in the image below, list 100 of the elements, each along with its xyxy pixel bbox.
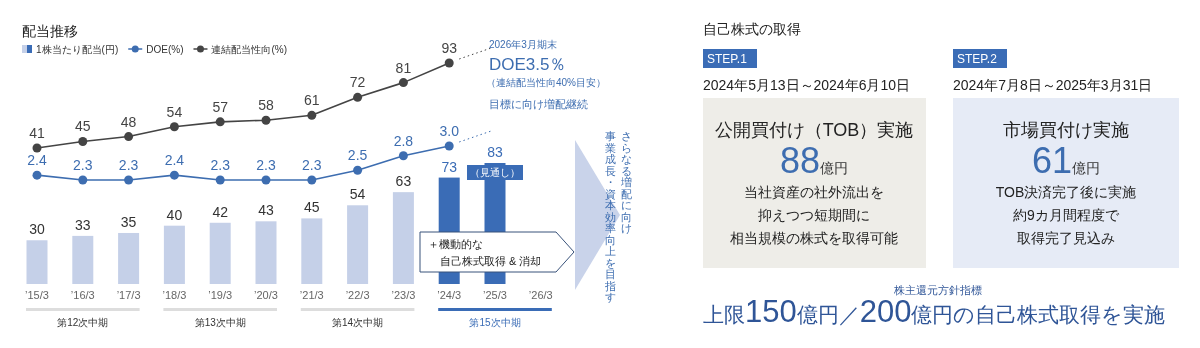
- data-label: 2.5: [347, 147, 368, 164]
- x-tick-label: ’16/3: [70, 289, 95, 301]
- text: STEP.1: [707, 52, 748, 66]
- text: TOB決済完了後に実施: [995, 184, 1137, 200]
- chart-title: 配当推移: [22, 23, 78, 39]
- point: [261, 175, 271, 185]
- data-label: 2.3: [302, 157, 322, 173]
- data-label: 58: [258, 97, 274, 114]
- point: [307, 110, 317, 120]
- text: 事業成長・資本効率向上を目指す: [604, 130, 616, 303]
- data-label: 2.4: [27, 152, 47, 169]
- data-label: 43: [258, 202, 274, 219]
- point: [353, 165, 363, 175]
- data-label: 2.3: [118, 157, 139, 173]
- x-tick-label: ’25/3: [483, 289, 507, 301]
- text: さらなる増配に向け: [620, 130, 632, 234]
- data-label: 83: [487, 144, 503, 160]
- text: 抑えつつ短期間に: [758, 207, 870, 223]
- legend-bar: 1株当たり配当(円): [22, 44, 119, 55]
- data-label: 41: [29, 125, 45, 141]
- annotation: DOE3.5％: [489, 55, 567, 74]
- legend-line: DOE(%): [127, 44, 184, 55]
- x-tick-label: ’22/3: [345, 289, 370, 301]
- bar: [301, 218, 323, 284]
- point: [307, 175, 317, 185]
- point: [169, 170, 179, 180]
- x-tick-label: ’20/3: [254, 289, 278, 301]
- annotation: ＋機動的な: [428, 238, 483, 250]
- data-label: 3.0: [439, 123, 460, 139]
- text: 2024年5月13日～2024年6月10日: [703, 77, 911, 93]
- data-label: 2.3: [73, 157, 93, 173]
- point: [124, 175, 134, 185]
- text: 88億円: [779, 140, 849, 181]
- data-label: 61: [304, 92, 320, 109]
- annotation: 自己株式取得 & 消却: [440, 255, 542, 267]
- text: 約9カ月間程度で: [1013, 207, 1120, 223]
- x-tick-label: ’19/3: [208, 289, 233, 301]
- x-tick-label: ’18/3: [162, 289, 187, 301]
- data-label: 2.8: [393, 132, 414, 149]
- point: [32, 143, 42, 153]
- text: 市場買付け実施: [1003, 120, 1129, 140]
- bar: [118, 232, 140, 284]
- legend-label: DOE(%): [146, 44, 184, 55]
- text: 自己株式の取得: [703, 21, 801, 37]
- bar: [392, 192, 414, 284]
- bar: [347, 205, 369, 284]
- legend-label: 連結配当性向(%): [211, 44, 288, 55]
- data-label: 33: [75, 216, 91, 233]
- data-label: 72: [349, 74, 366, 91]
- data-label: 40: [166, 206, 183, 223]
- text: 取得完了見込み: [1017, 230, 1115, 246]
- point: [398, 151, 408, 161]
- text: 公開買付け（TOB）実施: [714, 120, 914, 140]
- data-label: 57: [212, 98, 229, 115]
- point: [261, 115, 271, 125]
- data-label: 73: [441, 158, 458, 175]
- data-label: 2.3: [256, 157, 276, 173]
- x-tick-label: ’15/3: [25, 289, 49, 301]
- text: 61億円: [1031, 140, 1101, 181]
- text: STEP.2: [957, 52, 998, 66]
- point: [398, 78, 408, 88]
- x-tick-label: ’21/3: [299, 289, 324, 301]
- data-label: 35: [120, 213, 137, 230]
- text: 第15次中期: [469, 317, 521, 328]
- data-label: 48: [120, 113, 137, 130]
- point: [215, 175, 225, 185]
- bar: [163, 225, 185, 284]
- data-label: 81: [395, 59, 412, 76]
- legend-line: 連結配当性向(%): [192, 44, 288, 55]
- bar: [26, 240, 48, 284]
- data-label: 42: [212, 203, 229, 220]
- point: [32, 170, 42, 180]
- point: [78, 136, 88, 146]
- text: 第14次中期: [332, 317, 384, 328]
- x-tick-label: ’26/3: [528, 289, 553, 301]
- data-label: 63: [395, 173, 412, 190]
- data-label: 2.3: [210, 157, 231, 173]
- x-tick-label: ’17/3: [116, 289, 141, 301]
- text: 株主還元方針指標: [893, 284, 982, 296]
- data-label: 45: [75, 118, 91, 135]
- x-tick-label: ’23/3: [391, 289, 416, 301]
- text: 2024年7月8日～2025年3月31日: [953, 77, 1153, 93]
- data-label: 93: [441, 40, 458, 56]
- data-label: 30: [29, 221, 45, 238]
- text: 2026年3月期末: [489, 39, 557, 50]
- data-label: 54: [166, 103, 183, 120]
- text: 相当規模の株式を取得可能: [730, 230, 898, 246]
- point: [444, 141, 454, 151]
- annotation: 目標に向け増配継続: [489, 98, 588, 111]
- point: [124, 132, 134, 142]
- data-label: 54: [349, 186, 366, 203]
- data-label: 2.4: [164, 152, 185, 169]
- bar: [209, 222, 231, 284]
- point: [444, 58, 454, 68]
- data-label: 45: [304, 199, 320, 216]
- point: [215, 117, 225, 127]
- x-tick-label: ’24/3: [437, 289, 462, 301]
- bar: [72, 235, 94, 284]
- point: [353, 92, 363, 102]
- annotation: （連結配当性向40%目安）: [486, 77, 607, 88]
